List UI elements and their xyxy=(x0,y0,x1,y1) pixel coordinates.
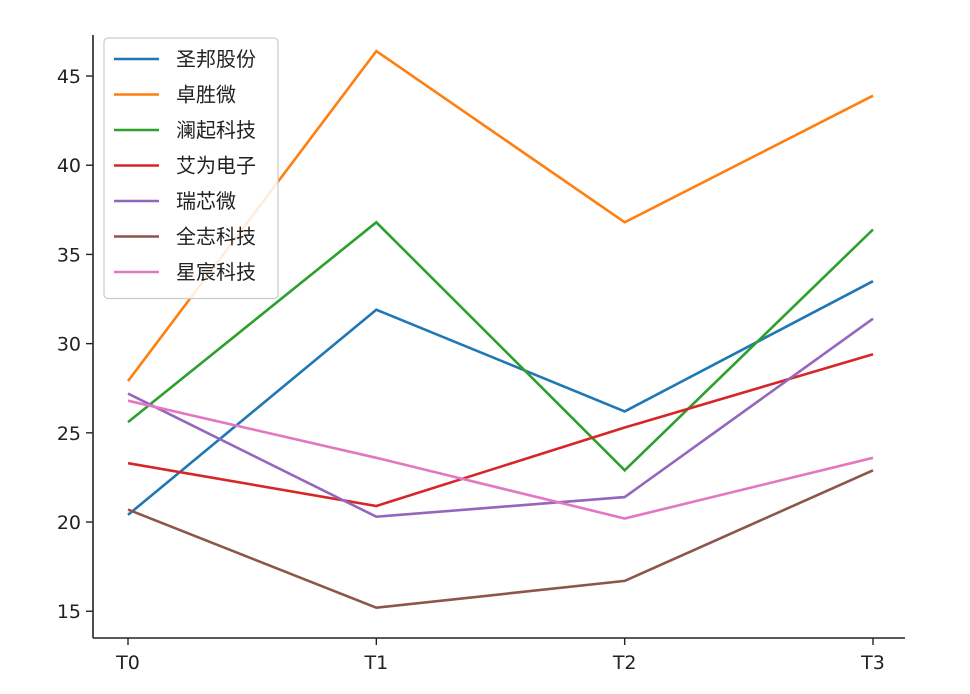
series-line-3 xyxy=(127,353,874,508)
x-tick-label: T0 xyxy=(115,652,140,674)
y-tick-label: 35 xyxy=(57,244,81,266)
axes-layer: 15 20 25 30 35 40 45 T0 T1 T2 T3 xyxy=(57,35,905,674)
legend-label-3: 艾为电子 xyxy=(176,154,256,178)
legend-label-0: 圣邦股份 xyxy=(176,47,256,71)
y-tick-label: 40 xyxy=(57,155,81,177)
x-tick-label: T3 xyxy=(860,652,885,674)
series-line-0 xyxy=(127,280,874,516)
y-tick-label: 25 xyxy=(57,423,81,445)
legend-frame xyxy=(103,37,279,300)
y-tick-label: 15 xyxy=(57,601,81,623)
series-line-4 xyxy=(127,317,874,519)
series-line-5 xyxy=(127,469,874,610)
y-tick-label: 45 xyxy=(57,66,81,88)
y-tick-label: 20 xyxy=(57,512,81,534)
x-tick-label: T2 xyxy=(612,652,637,674)
y-tick-label: 30 xyxy=(57,334,81,356)
series-line-2 xyxy=(127,220,874,473)
legend-label-4: 瑞芯微 xyxy=(176,189,236,213)
x-tick-label: T1 xyxy=(363,652,388,674)
legend-label-1: 卓胜微 xyxy=(176,83,236,107)
legend-label-2: 澜起科技 xyxy=(176,118,256,142)
series-line-6 xyxy=(127,399,874,520)
legend-label-5: 全志科技 xyxy=(176,225,256,249)
legend-label-6: 星宸科技 xyxy=(176,260,256,284)
